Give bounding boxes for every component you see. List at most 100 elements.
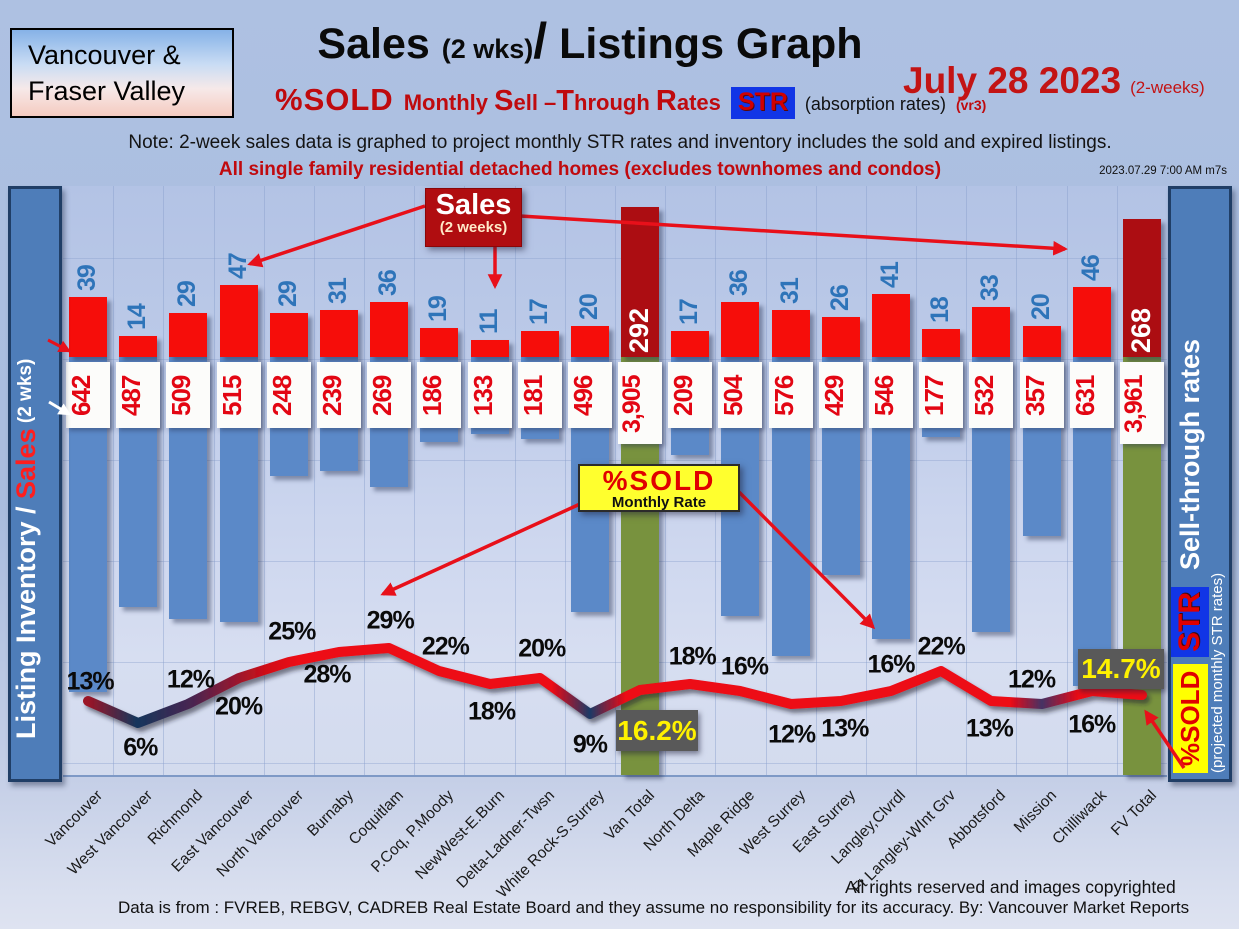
inventory-value-box <box>116 362 161 428</box>
gridline-vertical <box>765 186 767 775</box>
inventory-value-box <box>317 362 361 428</box>
subtitle-rates: Monthly Sell –Through Rates <box>404 85 721 118</box>
left-axis-wks-label: (2 wks) <box>15 358 36 429</box>
right-axis-title: Sell-through rates <box>1175 338 1205 570</box>
inventory-value-label: 209 <box>668 375 699 417</box>
subtitle-row: %SOLD Monthly Sell –Through Rates STR (a… <box>275 82 986 119</box>
gridline-vertical <box>564 186 566 775</box>
subtitle-version: (vr3) <box>955 97 987 113</box>
left-axis-sidebar: Listing Inventory / Sales (2 wks) <box>8 186 62 782</box>
inventory-value-box <box>567 362 612 428</box>
left-axis-label: Listing Inventory / Sales (2 wks) <box>11 189 59 779</box>
category-axis-line <box>63 775 1167 777</box>
right-axis-sidebar: %SOLD STR Sell-through rates (projected mo… <box>1168 186 1232 782</box>
str-pct-label: 22% <box>917 632 966 661</box>
inventory-value-label: 177 <box>919 375 950 417</box>
subtitle-rates-part: hrough <box>574 90 656 115</box>
subtitle-pctsold: %SOLD <box>275 82 394 117</box>
sales-value-label: 17 <box>524 299 553 325</box>
gridline-horizontal <box>63 763 1167 764</box>
sales-value-label: 14 <box>123 304 152 330</box>
left-axis-sales-label: Sales <box>11 428 41 499</box>
pctsold-callout-title: %SOLD <box>602 465 716 496</box>
inventory-value-box <box>66 362 111 428</box>
gridline-vertical <box>966 186 968 775</box>
fv-total-rate-box: 14.7% <box>1078 649 1164 689</box>
str-pct-label: 28% <box>303 660 351 689</box>
gridline-vertical <box>1066 186 1068 775</box>
inventory-value-label: 181 <box>517 375 548 417</box>
region-line1: Vancouver & <box>28 40 181 70</box>
inventory-value-box <box>618 362 663 444</box>
sales-bar <box>1072 287 1111 357</box>
scope-text: All single family residential detached h… <box>218 159 942 180</box>
gridline-vertical <box>263 186 265 775</box>
str-pct-label: 20% <box>518 634 566 663</box>
gridline-vertical <box>815 186 817 775</box>
sales-bar <box>570 326 609 357</box>
inventory-value-box <box>768 362 813 428</box>
subtitle-rates-part: ell – <box>513 90 557 115</box>
inventory-value-label: 186 <box>417 375 448 417</box>
inventory-value-box <box>467 362 512 428</box>
inventory-value-box <box>517 362 562 428</box>
inventory-value-box <box>919 362 964 428</box>
sales-bar <box>470 340 509 357</box>
inventory-value-box <box>869 362 913 428</box>
sales-bar <box>520 331 559 357</box>
sales-bar <box>721 302 760 357</box>
str-pct-label: 12% <box>768 720 816 749</box>
inventory-value-box <box>818 362 863 428</box>
sales-bar <box>872 294 910 357</box>
gridline-vertical <box>113 186 115 775</box>
inventory-value-label: 631 <box>1069 375 1100 417</box>
str-pct-label: 13% <box>965 714 1014 743</box>
inventory-value-label: 546 <box>869 375 899 417</box>
str-pct-label: 22% <box>421 632 470 661</box>
str-pct-label: 9% <box>572 730 608 759</box>
inventory-value-label: 239 <box>317 375 347 417</box>
sales-value-label: 46 <box>1076 255 1105 281</box>
report-date: July 28 2023 (2-weeks) <box>903 60 1205 102</box>
inventory-value-label: 3,905 <box>618 375 647 433</box>
sales-value-label: 36 <box>725 270 754 296</box>
gridline-vertical <box>865 186 867 775</box>
inventory-value-label: 504 <box>718 375 749 417</box>
gridline-vertical <box>514 186 516 775</box>
inventory-value-box <box>417 362 462 428</box>
str-pct-label: 20% <box>215 692 263 721</box>
sales-bar <box>671 331 710 357</box>
inventory-value-box <box>1119 362 1164 444</box>
str-pct-label: 13% <box>66 667 115 696</box>
sales-value-label: 29 <box>173 281 202 307</box>
sales-value-label: 39 <box>73 265 102 291</box>
right-axis-label: %SOLD STR Sell-through rates (projected mo… <box>1171 189 1229 779</box>
str-pct-label: 12% <box>1008 665 1056 694</box>
gridline-horizontal <box>63 460 1167 461</box>
sales-value-label: 31 <box>324 278 352 304</box>
inventory-value-box <box>1069 362 1114 428</box>
inventory-value-label: 642 <box>66 375 97 417</box>
str-pct-label: 16% <box>1068 710 1116 739</box>
sales-bar <box>169 313 208 357</box>
sales-bar <box>420 328 459 357</box>
inventory-value-label: 576 <box>768 375 799 417</box>
str-pct-label: 16% <box>867 650 915 679</box>
str-pct-label: 25% <box>268 617 316 646</box>
sales-value-label: 18 <box>926 297 955 323</box>
inventory-value-box <box>1019 362 1064 428</box>
sales-bar <box>922 329 961 357</box>
inventory-value-box <box>668 362 713 428</box>
gridline-vertical <box>163 186 165 775</box>
gridline-vertical <box>213 186 215 775</box>
right-axis-subtitle: (projected monthly STR rates) <box>1209 572 1226 773</box>
str-pct-label: 18% <box>668 642 717 671</box>
sales-bar <box>370 302 409 357</box>
sales-callout-title: Sales <box>435 189 512 221</box>
total-sales-bar <box>1122 219 1161 357</box>
inventory-value-label: 515 <box>216 375 247 417</box>
str-badge: STR <box>730 87 795 119</box>
page-title: Sales (2 wks)/ Listings Graph <box>0 12 1180 70</box>
gridline-vertical <box>1116 186 1118 775</box>
